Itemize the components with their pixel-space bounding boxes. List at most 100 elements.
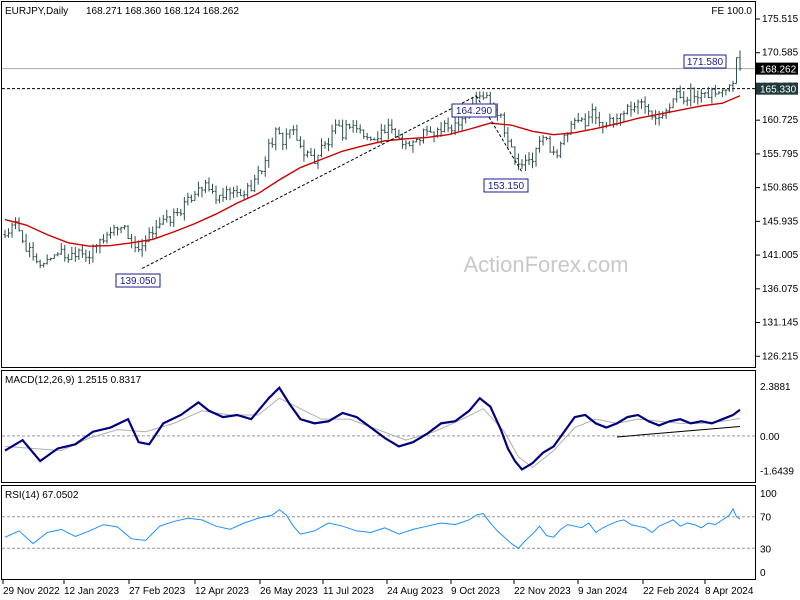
price-bar [520, 159, 524, 169]
price-annotation: 164.290 [451, 103, 497, 118]
macd-panel [1, 370, 756, 483]
x-tick-label: 11 Jul 2023 [323, 586, 374, 597]
rsi-panel [1, 485, 756, 580]
price-bar [203, 179, 207, 193]
price-bar [288, 129, 292, 139]
price-bar [249, 179, 253, 192]
price-tag-label: 165.330 [760, 85, 797, 96]
price-tick-label: 155.795 [762, 149, 799, 160]
x-tick-label: 9 Oct 2023 [451, 586, 500, 597]
price-bar [407, 141, 411, 147]
price-bar [675, 88, 679, 103]
price-bar [126, 225, 130, 240]
macd-signal-line [4, 397, 741, 468]
price-bar [210, 183, 214, 194]
price-panel [1, 1, 756, 368]
price-bar [242, 190, 246, 200]
price-bar [298, 136, 302, 149]
price-bar [685, 96, 689, 107]
price-bar [590, 103, 594, 124]
price-bar [418, 138, 422, 146]
price-bar [562, 134, 566, 146]
price-tick-label: 141.005 [762, 250, 799, 261]
price-bar [654, 109, 658, 125]
price-bar [450, 124, 454, 135]
price-bar [629, 101, 633, 117]
price-bar [140, 239, 144, 257]
price-bar [260, 170, 264, 175]
price-bar [175, 207, 179, 217]
price-bar [101, 234, 105, 244]
price-bar [583, 113, 587, 131]
price-bar [256, 165, 260, 185]
price-bar [253, 174, 257, 192]
price-bar [109, 227, 113, 239]
price-bar [7, 228, 11, 238]
price-bar [457, 116, 461, 132]
price-bar [545, 136, 549, 141]
price-bar [182, 197, 186, 221]
price-bar [270, 137, 274, 148]
price-bar [119, 226, 123, 234]
price-bar [281, 132, 285, 151]
x-tick-label: 8 Apr 2024 [705, 586, 754, 597]
price-bar [425, 125, 429, 136]
price-bar [713, 84, 717, 97]
price-bar [186, 192, 190, 206]
price-bar [573, 117, 577, 130]
price-bar [632, 102, 636, 113]
price-bar [59, 242, 63, 256]
price-bar [302, 139, 306, 162]
price-bar [3, 229, 7, 238]
price-bar [158, 217, 162, 229]
price-bar [478, 91, 482, 100]
macd-tick-label: 2.3881 [760, 382, 791, 393]
price-bar [446, 117, 450, 133]
price-bar [334, 119, 338, 135]
price-bar [369, 136, 373, 142]
price-bar [358, 124, 362, 134]
price-bar [538, 136, 542, 153]
price-bar [548, 135, 552, 153]
price-tag-box [756, 62, 798, 75]
price-bar [228, 187, 232, 201]
price-bar [689, 83, 693, 107]
price-bar [172, 208, 176, 228]
price-bar [576, 112, 580, 123]
price-bar [263, 156, 267, 177]
price-bar [443, 120, 447, 133]
current-price-tag: 168.262 [756, 62, 798, 76]
price-bar [31, 241, 35, 261]
rsi-tick-label: 100 [760, 489, 777, 500]
price-bar [622, 110, 626, 122]
annotation-box [483, 178, 529, 193]
price-bar [168, 216, 172, 227]
price-tick-label: 145.935 [762, 216, 799, 227]
price-bar [348, 123, 352, 130]
price-tick-label: 150.865 [762, 183, 799, 194]
price-bar [404, 140, 408, 150]
price-tick-label: 131.145 [762, 318, 799, 329]
price-bar [379, 123, 383, 144]
price-bar [116, 226, 120, 236]
price-bar [706, 87, 710, 99]
price-bar [541, 134, 545, 146]
chart-symbol: EURJPY,Daily [5, 6, 68, 17]
price-bar [77, 248, 81, 260]
price-bar [731, 80, 735, 92]
price-bar [696, 90, 700, 105]
macd-tick-label: -1.6439 [760, 466, 794, 477]
price-annotation: 171.580 [683, 54, 727, 69]
price-bar [320, 138, 324, 158]
rsi-tick-label: 70 [760, 513, 772, 524]
price-bar [365, 132, 369, 141]
x-tick-label: 9 Jan 2024 [578, 586, 628, 597]
price-bar [112, 224, 116, 236]
rsi-title: RSI(14) 67.0502 [5, 490, 79, 501]
price-bar [305, 150, 309, 158]
price-bar [661, 111, 665, 119]
price-bar [10, 222, 14, 238]
price-bar [552, 146, 556, 156]
price-bar [52, 254, 56, 260]
